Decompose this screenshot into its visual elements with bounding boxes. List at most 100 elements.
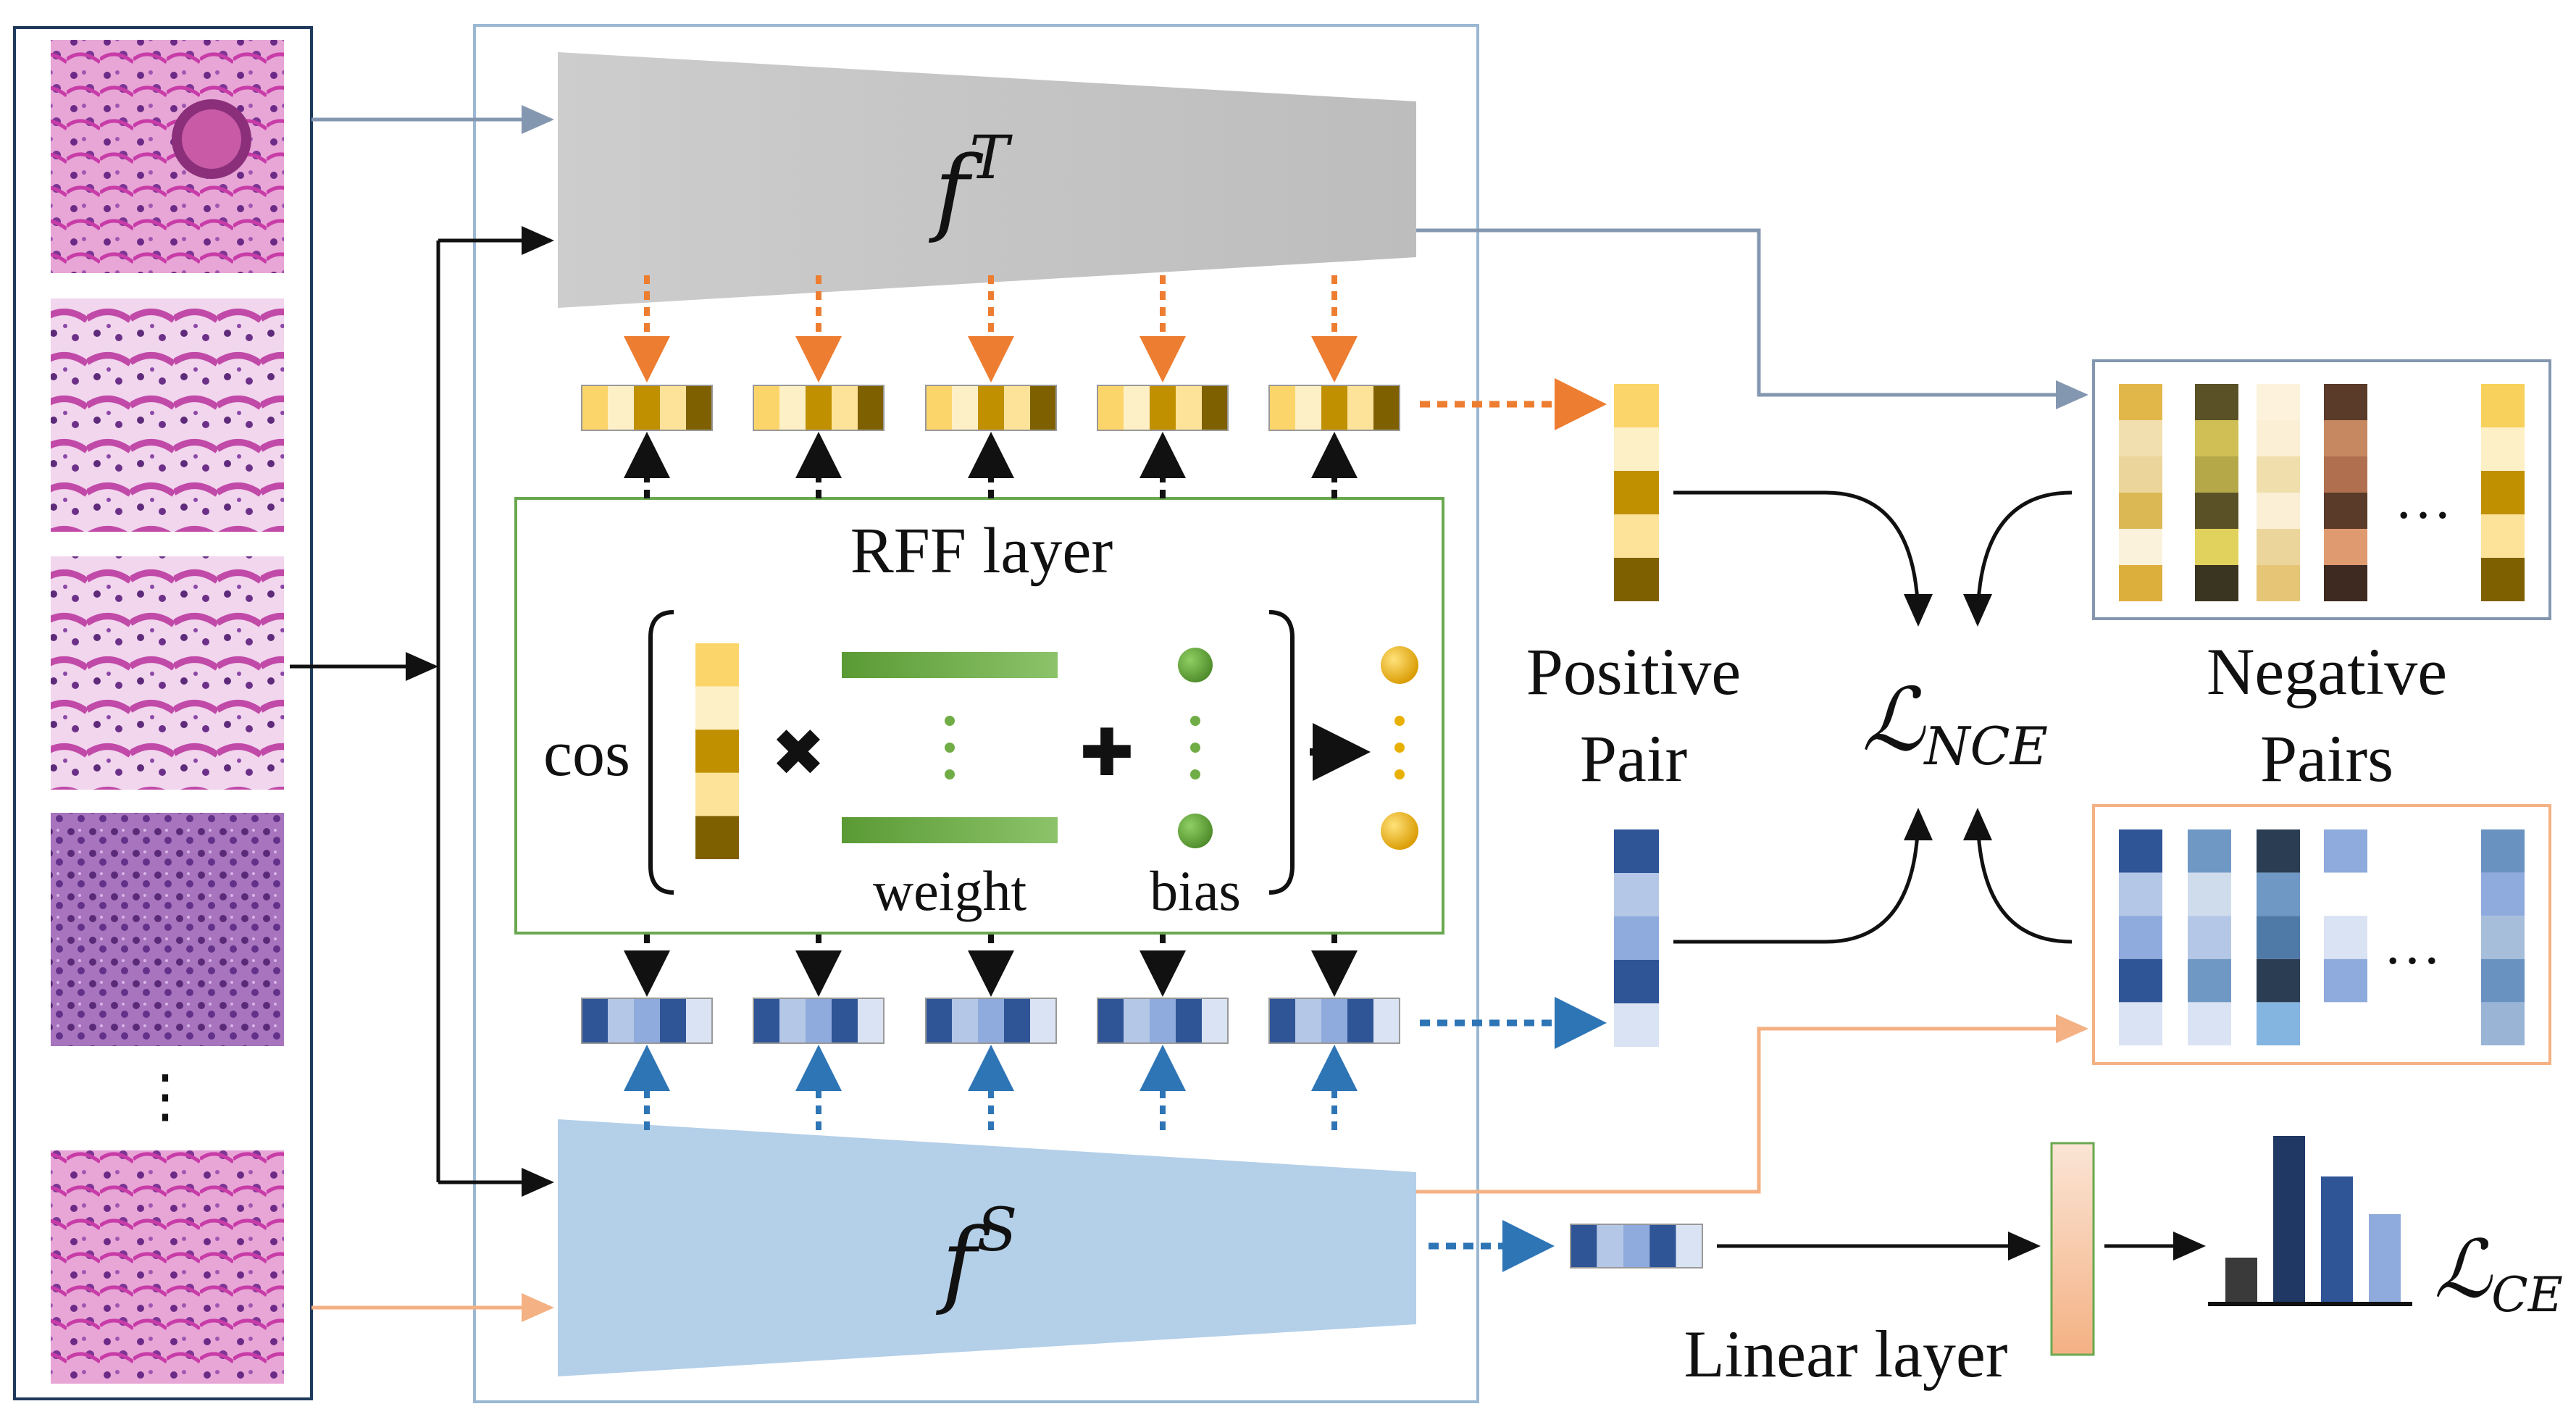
student-rff-vector-cell [1124,998,1150,1043]
rff-input-vector-cell [695,686,739,730]
teacher-rff-vector-cell [978,385,1004,430]
negative-teacher-vector-cell [2324,384,2367,420]
student-output-vector-cell [1649,1224,1676,1268]
negative-teacher-vector-cell [2257,565,2300,601]
weight-vdots [945,716,955,779]
negative-teacher-vector-cell [2195,456,2238,493]
plus-icon: ✚ [1079,718,1134,790]
student-rff-vector-cell [1202,998,1228,1043]
class-probability-bar [2273,1136,2305,1304]
negative-teacher-vector-cell [2481,427,2525,471]
rff-input-vector-cell [695,772,739,816]
rff-cos-label: cos [543,718,630,790]
negative-student-vector-cell [2257,829,2300,873]
teacher-rff-vector-cell [1321,385,1347,430]
positive-teacher-vector-cell [1614,471,1659,514]
teacher-encoder [558,52,1416,308]
student-rff-vector [925,998,1057,1044]
negative-student-vector-cell [2119,829,2162,873]
student-output-vector-cell [1571,1224,1597,1268]
loss-ce: ℒCE [2434,1223,2563,1323]
negative-student-vector-cell [2481,958,2525,1003]
negative-student-vector-cell [2119,872,2162,916]
rff-input-vector-cell [695,816,739,859]
negative-teacher-vector-cell [2195,493,2238,529]
negative-student-box [2092,804,2551,1065]
student-rff-vector-outline [753,998,885,1044]
teacher-rff-vector-outline [925,385,1057,431]
student-rff-vector [753,998,885,1044]
negative-student-vector [2324,829,2367,1045]
student-encoder [558,1119,1416,1376]
teacher-rff-vector-outline [581,385,713,431]
tissue-patch-5 [51,1150,284,1384]
negative-student-vector-cell [2324,829,2367,873]
negative-teacher-vector-cell [2481,471,2525,514]
positive-pair-label-line1: Positive [1526,635,1741,708]
positive-student-vector-cell [1614,873,1659,916]
bias-top-ball [1178,648,1213,682]
positive-teacher-vector [1614,384,1659,601]
negative-student-vector [2481,829,2525,1045]
student-rff-vector-cell [634,998,660,1043]
teacher-rff-vector [581,385,713,431]
student-output-vector-cell [1623,1224,1650,1268]
negative-teacher-vector [2324,384,2367,601]
student-output-vector-outline [1570,1224,1703,1268]
negative-student-vector [2188,829,2231,1045]
negative-teacher-vector-cell [2119,456,2162,493]
teacher-rff-vector [1097,385,1229,431]
negative-teacher-vector [2481,384,2525,601]
teacher-rff-vector-cell [1097,385,1124,430]
student-rff-vector-cell [660,998,686,1043]
negative-student-vector-cell [2481,829,2525,873]
teacher-rff-vector [925,385,1057,431]
linear-layer-label: Linear layer [1684,1317,2008,1391]
tissue-patch-1 [51,40,284,273]
negative-teacher-vector [2257,384,2300,601]
student-rff-vector-cell [1004,998,1030,1043]
student-rff-vector-cell [1030,998,1056,1043]
student-rff-vector-outline [1268,998,1400,1044]
loss-nce: ℒNCE [1862,670,2048,777]
teacher-rff-vector-cell [926,385,952,430]
teacher-rff-vector-cell [1295,385,1321,430]
class-probability-bar [2369,1214,2401,1304]
negative-teacher-vector-cell [2481,558,2525,601]
student-rff-vector-cell [1347,998,1373,1043]
positive-teacher-vector-cell [1614,558,1659,601]
negative-teacher-vector-cell [2324,493,2367,529]
rff-layer-title: RFF layer [850,515,1113,587]
tissue-patch-4 [51,813,284,1046]
negative-teacher-vector-cell [2257,384,2300,420]
negative-teacher-vector-cell [2481,384,2525,427]
negative-student-vector-cell [2324,916,2367,959]
negative-blue-ellipsis: … [2383,913,2441,977]
negative-teacher-vector-cell [2324,565,2367,601]
output-top-ball [1381,646,1418,684]
student-output-vector [1570,1224,1703,1268]
teacher-rff-vector-cell [952,385,978,430]
model-frame [473,24,1479,1403]
teacher-rff-vector-cell [1202,385,1228,430]
linear-layer-bar [2050,1142,2095,1356]
negative-teacher-vectors [2119,384,2525,601]
teacher-rff-vector-outline [1268,385,1400,431]
rff-input-vector [695,643,739,859]
negative-student-vector-cell [2119,916,2162,959]
negative-student-vector-cell [2188,1002,2231,1045]
student-to-negative-line [1416,1014,2088,1194]
positive-student-vector [1614,829,1659,1047]
negative-student-vector-cell [2324,872,2367,916]
teacher-rff-vector-cell [634,385,660,430]
negative-teacher-vector-cell [2119,420,2162,456]
rff-layer-box [514,497,1444,935]
student-rff-vector-cell [753,998,779,1043]
negative-pairs-label-line2: Pairs [2260,722,2393,795]
teacher-encoder-label: fT [929,124,1013,246]
teacher-rff-vector-cell [1004,385,1030,430]
student-output-vector-cell [1597,1224,1623,1268]
negative-student-vector-cell [2481,916,2525,959]
negative-teacher-vector-cell [2195,384,2238,420]
teacher-rff-vector-cell [686,385,712,430]
